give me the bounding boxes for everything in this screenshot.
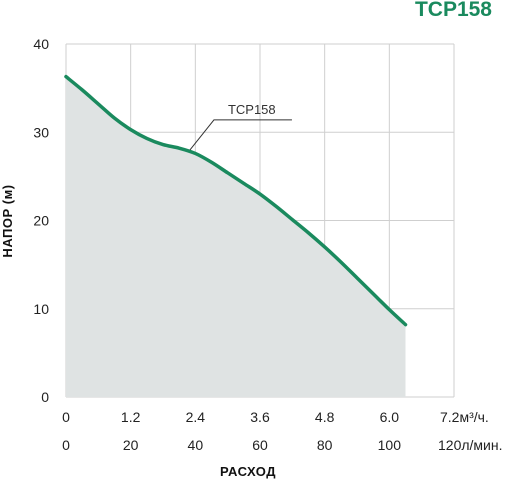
x-tick-label-m3h: 3.6: [250, 409, 270, 425]
y-tick-label: 0: [41, 389, 49, 405]
y-tick-label: 30: [33, 124, 49, 140]
x-tick-label-lmin: 100: [378, 437, 402, 453]
x-tick-label-lmin: 40: [188, 437, 204, 453]
y-tick-label: 20: [33, 213, 49, 229]
x-tick-label-m3h: 0: [62, 409, 70, 425]
y-tick-label: 40: [33, 36, 49, 52]
x-tick-label-lmin: 20: [123, 437, 139, 453]
x-tick-label-m3h: 1.2: [121, 409, 141, 425]
x-tick-label-m3h: 4.8: [315, 409, 335, 425]
x-axis-title: РАСХОД: [220, 464, 276, 479]
x-tick-label-lmin: 120л/мин.: [438, 437, 502, 453]
area-fill: [66, 76, 406, 397]
series-annotation-leader: [189, 119, 292, 151]
tick-labels: 0 10 20 30 40 0 1.2 2.4 3.6 4.8 6.0 7.2м³/ч. 0 20 40 60…: [33, 36, 502, 453]
x-tick-label-m3h: 6.0: [380, 409, 400, 425]
x-tick-label-lmin: 80: [317, 437, 333, 453]
y-axis-title: НАПОР (м): [0, 184, 15, 257]
series-line-tcp158: [64, 74, 408, 327]
y-tick-label: 10: [33, 301, 49, 317]
series-annotation-label: TCP158: [228, 102, 276, 117]
x-tick-label-lmin: 60: [252, 437, 268, 453]
chart-title: TCP158: [415, 0, 492, 21]
x-tick-label-m3h: 7.2м³/ч.: [440, 409, 489, 425]
x-tick-label-lmin: 0: [62, 437, 70, 453]
x-tick-label-m3h: 2.4: [186, 409, 206, 425]
